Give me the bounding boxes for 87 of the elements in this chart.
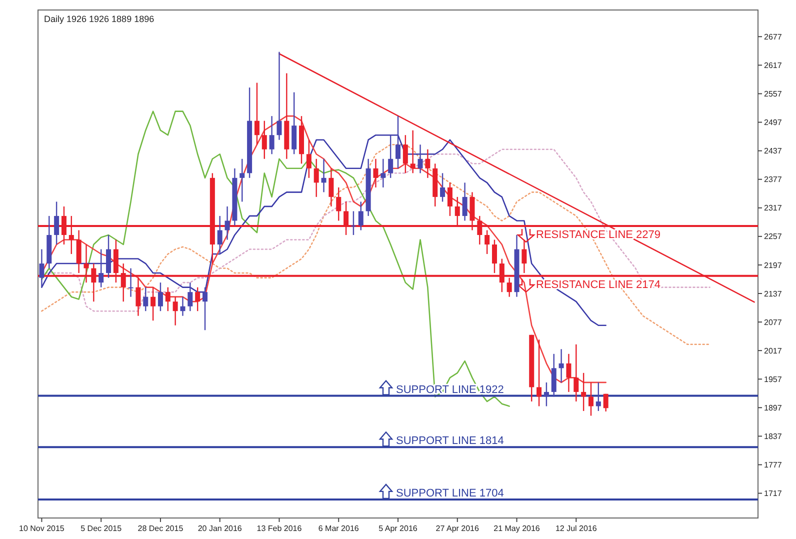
candlestick <box>321 158 326 193</box>
candlestick <box>292 92 297 155</box>
candlestick <box>188 282 193 312</box>
candlestick <box>217 215 222 255</box>
candlestick <box>536 339 542 407</box>
y-tick-label: 2197 <box>764 260 782 270</box>
x-tick-label: 12 Jul 2016 <box>555 524 598 533</box>
x-tick-label: 6 Mar 2016 <box>318 524 360 533</box>
candlestick <box>350 210 356 236</box>
x-tick-label: 28 Dec 2015 <box>138 524 184 533</box>
candlestick <box>396 115 400 169</box>
y-tick-label: 2617 <box>764 60 782 70</box>
ref-line-label: SUPPORT LINE 1704 <box>396 487 504 500</box>
candlestick <box>328 168 334 208</box>
candlestick <box>402 134 408 174</box>
y-tick-label: 2677 <box>764 32 782 42</box>
x-tick-label: 10 Nov 2015 <box>19 524 65 533</box>
candlestick <box>143 286 148 312</box>
candlestick <box>358 201 364 231</box>
candlestick <box>603 393 608 412</box>
y-tick-label: 2017 <box>764 346 782 356</box>
candlestick <box>172 296 178 326</box>
candlestick <box>558 348 564 384</box>
candlestick <box>588 382 594 416</box>
y-tick-label: 2377 <box>764 175 782 184</box>
candlestick <box>551 353 556 398</box>
candlestick <box>373 158 378 188</box>
text: Daily 1926 1926 1889 1896 <box>44 14 154 24</box>
y-tick-label: 1897 <box>764 403 782 412</box>
x-tick-label: 27 Apr 2016 <box>436 524 480 533</box>
candlestick <box>380 158 386 188</box>
candlestick <box>544 382 549 407</box>
candlestick <box>195 286 200 312</box>
line-series <box>41 144 710 346</box>
y-tick-label: 2557 <box>764 90 782 99</box>
candlestick <box>425 148 430 179</box>
candlestick <box>269 115 274 155</box>
x-tick-label: 5 Dec 2015 <box>80 524 122 533</box>
candlestick <box>574 344 579 402</box>
y-tick-label: 2437 <box>764 146 782 156</box>
candlestick <box>566 353 572 393</box>
candlestick <box>254 82 260 146</box>
candlestick <box>388 134 394 179</box>
candlestick <box>447 182 452 217</box>
line-series <box>41 110 510 407</box>
candlestick <box>202 286 208 331</box>
candlestick <box>106 234 112 278</box>
y-tick-label: 2257 <box>764 232 782 242</box>
candlestick <box>39 248 44 288</box>
candlestick <box>484 230 490 255</box>
y-tick-label: 2077 <box>764 318 782 327</box>
y-tick-label: 2317 <box>764 204 782 213</box>
candlestick <box>158 282 163 312</box>
candlestick <box>440 172 446 202</box>
candlestick <box>128 268 134 298</box>
candlestick <box>76 230 82 274</box>
y-tick-label: 2137 <box>764 289 782 298</box>
y-tick-label: 1837 <box>764 432 782 441</box>
candlestick <box>410 130 416 174</box>
candlestick <box>314 158 319 198</box>
candlestick <box>596 382 601 412</box>
candlestick <box>98 248 104 288</box>
candlestick <box>418 144 423 174</box>
y-tick-label: 1777 <box>764 460 782 470</box>
line-series <box>41 134 606 326</box>
candlestick <box>224 206 230 240</box>
candlestick <box>306 139 312 179</box>
x-tick-label: 21 May 2016 <box>494 524 540 533</box>
y-tick-label: 1717 <box>764 489 782 498</box>
x-tick-label: 20 Jan 2016 <box>198 524 242 533</box>
candlestick <box>581 372 586 412</box>
candlestick <box>522 239 527 274</box>
candlestick <box>240 158 245 202</box>
candlestick <box>336 186 342 222</box>
candlestick <box>165 286 170 312</box>
y-tick-label: 2497 <box>764 118 782 128</box>
candlestick <box>180 296 186 316</box>
candlestick <box>54 201 60 246</box>
x-tick-label: 13 Feb 2016 <box>256 524 302 533</box>
ref-line-label: SUPPORT LINE 1814 <box>396 435 504 448</box>
candlestick <box>492 239 497 274</box>
x-tick-label: 5 Apr 2016 <box>378 524 418 533</box>
candlestick <box>462 182 468 222</box>
candlestick <box>262 120 267 160</box>
candlestick <box>276 51 282 140</box>
candlestick <box>150 286 156 322</box>
y-tick-label: 1957 <box>764 374 782 384</box>
